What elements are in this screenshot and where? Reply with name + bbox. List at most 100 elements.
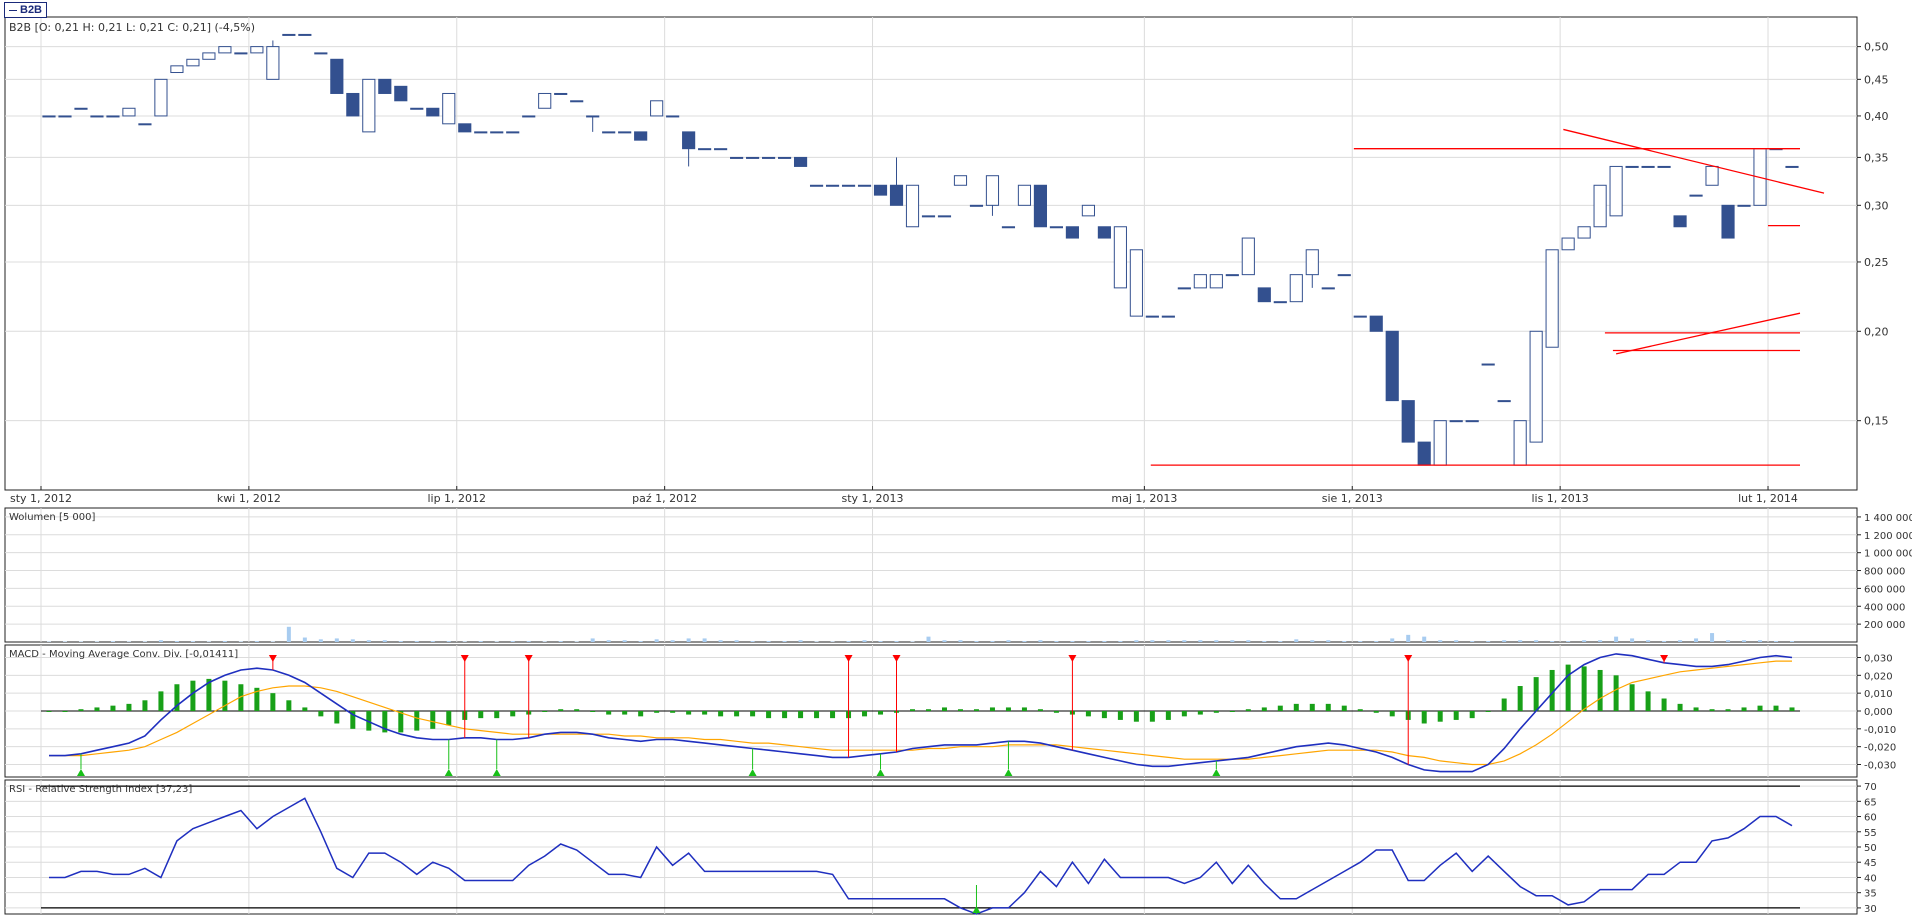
candle bbox=[1338, 275, 1350, 276]
candle-body bbox=[587, 116, 599, 117]
candle bbox=[715, 149, 727, 150]
macd-histogram-bar bbox=[1726, 709, 1731, 711]
candle bbox=[1370, 316, 1382, 331]
volume-bar bbox=[1006, 640, 1010, 642]
candle-body bbox=[459, 124, 471, 132]
macd-histogram-bar bbox=[1742, 707, 1747, 711]
candle-body bbox=[890, 185, 902, 205]
price-y-tick-label: 0,50 bbox=[1864, 41, 1889, 54]
candle-body bbox=[251, 47, 263, 53]
candle-body bbox=[1338, 275, 1350, 276]
x-tick-label: sty 1, 2012 bbox=[10, 492, 72, 505]
candle-body bbox=[171, 66, 183, 73]
rsi-y-tick-label: 70 bbox=[1864, 782, 1877, 793]
macd-histogram-bar bbox=[542, 711, 547, 712]
macd-histogram-bar bbox=[718, 711, 723, 716]
x-tick-label: lut 1, 2014 bbox=[1738, 492, 1798, 505]
line-style-icon bbox=[9, 10, 17, 11]
volume-bar bbox=[1166, 640, 1170, 642]
macd-histogram-bar bbox=[190, 681, 195, 711]
price-y-tick-label: 0,40 bbox=[1864, 110, 1889, 123]
macd-histogram-bar bbox=[286, 700, 291, 711]
macd-y-tick-label: 0,030 bbox=[1864, 653, 1893, 664]
candle bbox=[731, 157, 743, 158]
volume-panel-frame bbox=[5, 508, 1857, 642]
macd-histogram-bar bbox=[990, 707, 995, 711]
volume-y-tick-label: 400 000 bbox=[1864, 602, 1905, 613]
macd-histogram-bar bbox=[702, 711, 707, 715]
macd-histogram-bar bbox=[1678, 704, 1683, 711]
volume-bar bbox=[1454, 640, 1458, 642]
candle bbox=[1130, 250, 1142, 316]
rsi-y-tick-label: 45 bbox=[1864, 858, 1877, 869]
candle-body bbox=[1370, 316, 1382, 331]
volume-bar bbox=[1086, 641, 1090, 642]
candle bbox=[539, 93, 551, 108]
volume-bar bbox=[1742, 640, 1746, 642]
volume-bar bbox=[591, 638, 595, 642]
candle bbox=[459, 124, 471, 132]
candle-body bbox=[1786, 166, 1798, 167]
candle-body bbox=[667, 116, 679, 117]
volume-bar bbox=[719, 640, 723, 642]
candle-body bbox=[331, 59, 343, 93]
macd-histogram-bar bbox=[510, 711, 515, 716]
rsi-y-tick-label: 60 bbox=[1864, 813, 1877, 824]
macd-histogram-bar bbox=[1198, 711, 1203, 715]
candle bbox=[922, 216, 934, 217]
macd-histogram-bar bbox=[654, 711, 659, 713]
candle bbox=[1162, 316, 1174, 317]
macd-histogram-bar bbox=[494, 711, 499, 718]
volume-bar bbox=[1326, 640, 1330, 642]
volume-bar bbox=[303, 638, 307, 642]
candle-body bbox=[922, 216, 934, 217]
candle-body bbox=[874, 185, 886, 195]
macd-histogram-bar bbox=[78, 709, 83, 711]
macd-histogram-bar bbox=[1358, 709, 1363, 711]
macd-histogram-bar bbox=[574, 709, 579, 711]
candle-body bbox=[1418, 442, 1430, 465]
candle-body bbox=[1498, 401, 1510, 402]
candle-body bbox=[1258, 288, 1270, 302]
candle bbox=[507, 132, 519, 133]
candle-body bbox=[1066, 227, 1078, 238]
candle bbox=[794, 157, 806, 166]
candle-body bbox=[283, 34, 295, 35]
macd-histogram-bar bbox=[414, 711, 419, 731]
volume-bar bbox=[1182, 640, 1186, 642]
candle bbox=[571, 101, 583, 102]
candle bbox=[1258, 288, 1270, 302]
macd-histogram-bar bbox=[622, 711, 627, 715]
macd-histogram-bar bbox=[1374, 711, 1379, 713]
candle-body bbox=[1082, 205, 1094, 216]
candle-body bbox=[794, 157, 806, 166]
volume-bar bbox=[1214, 640, 1218, 642]
macd-histogram-bar bbox=[1454, 711, 1459, 720]
candle-body bbox=[315, 53, 327, 54]
macd-histogram-bar bbox=[1214, 711, 1219, 713]
candle bbox=[1018, 185, 1030, 205]
volume-bar bbox=[111, 641, 115, 642]
symbol-tab[interactable]: B2B bbox=[4, 2, 47, 18]
candle-body bbox=[571, 101, 583, 102]
candle bbox=[523, 116, 535, 117]
candle bbox=[75, 108, 87, 109]
candle-body bbox=[427, 108, 439, 116]
macd-histogram-bar bbox=[878, 711, 883, 715]
candle bbox=[1050, 227, 1062, 228]
volume-y-tick-label: 800 000 bbox=[1864, 567, 1905, 578]
macd-histogram-bar bbox=[974, 709, 979, 711]
candle bbox=[1274, 302, 1286, 303]
candle-body bbox=[1034, 185, 1046, 226]
volume-bar bbox=[287, 627, 291, 642]
candle-body bbox=[1658, 166, 1670, 167]
candle bbox=[1210, 275, 1222, 288]
volume-bar bbox=[926, 637, 930, 642]
candle bbox=[1434, 421, 1446, 465]
candle bbox=[906, 185, 918, 226]
macd-histogram-bar bbox=[1694, 707, 1699, 711]
macd-histogram-bar bbox=[478, 711, 483, 718]
candle-body bbox=[651, 101, 663, 116]
